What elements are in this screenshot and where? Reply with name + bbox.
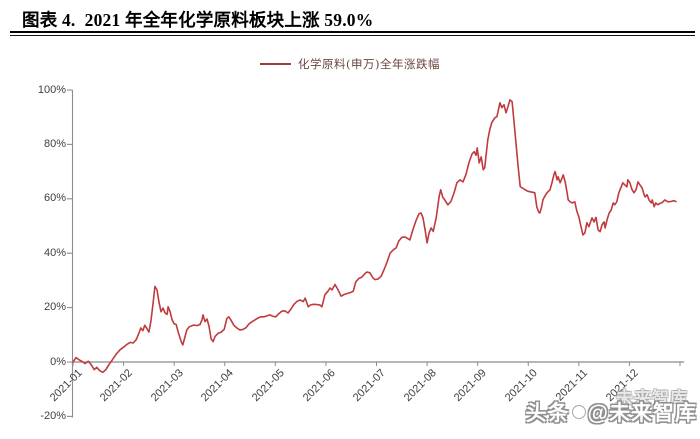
legend-label: 化学原料(申万)全年涨跌幅: [298, 57, 440, 71]
y-axis-label: 60%: [43, 192, 66, 205]
y-axis-label: 40%: [43, 246, 66, 259]
figure-title: 图表 4. 2021 年全年化学原料板块上涨 59.0%: [22, 10, 374, 30]
y-axis-label: 80%: [43, 137, 66, 150]
y-axis-label: 100%: [37, 83, 66, 96]
title-divider: [10, 31, 695, 37]
series-line: [72, 99, 677, 374]
legend-line-marker: [260, 63, 291, 65]
divider-thick-line: [10, 31, 695, 34]
y-axis-label: -20%: [40, 409, 66, 422]
divider-thin-line: [10, 35, 695, 37]
y-axis-label: 20%: [43, 301, 66, 314]
y-axis-label: 0%: [50, 355, 66, 368]
chart-legend: 化学原料(申万)全年涨跌幅: [0, 56, 700, 72]
